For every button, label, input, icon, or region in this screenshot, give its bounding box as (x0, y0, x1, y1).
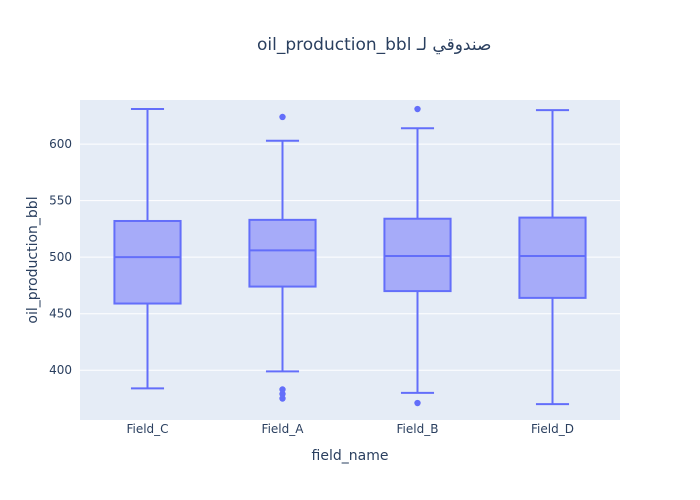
x-tick-label: Field_A (262, 422, 305, 436)
box-field-c (113, 108, 182, 390)
y-tick-label: 450 (49, 307, 72, 321)
y-tick-label: 600 (49, 137, 72, 151)
boxes-layer (113, 105, 587, 407)
box-field-a (248, 113, 317, 402)
box-field-d (518, 109, 587, 406)
x-tick-label: Field_B (397, 422, 439, 436)
box-iqr (383, 217, 452, 293)
box-iqr (518, 216, 587, 299)
outlier-point (279, 390, 286, 398)
x-tick-label: Field_C (126, 422, 168, 436)
outlier-point (414, 105, 421, 113)
outlier-point (279, 113, 286, 121)
chart-title: صندوقي لـ oil_production_bbl (257, 35, 491, 55)
x-tick-labels: Field_C Field_A Field_B Field_D (126, 422, 574, 436)
y-axis-title: oil_production_bbl (25, 196, 41, 323)
outlier-point (279, 386, 286, 393)
box-field-b (383, 105, 452, 407)
x-tick-label: Field_D (531, 422, 574, 436)
y-tick-label: 400 (49, 363, 72, 377)
box-iqr (113, 219, 182, 305)
x-axis-title: field_name (312, 448, 389, 464)
outlier-point (279, 395, 286, 402)
y-tick-label: 550 (49, 194, 72, 208)
outlier-point (414, 399, 421, 407)
y-tick-label: 500 (49, 250, 72, 264)
box-iqr (248, 218, 317, 288)
y-tick-labels: 400 450 500 550 600 (49, 137, 72, 377)
